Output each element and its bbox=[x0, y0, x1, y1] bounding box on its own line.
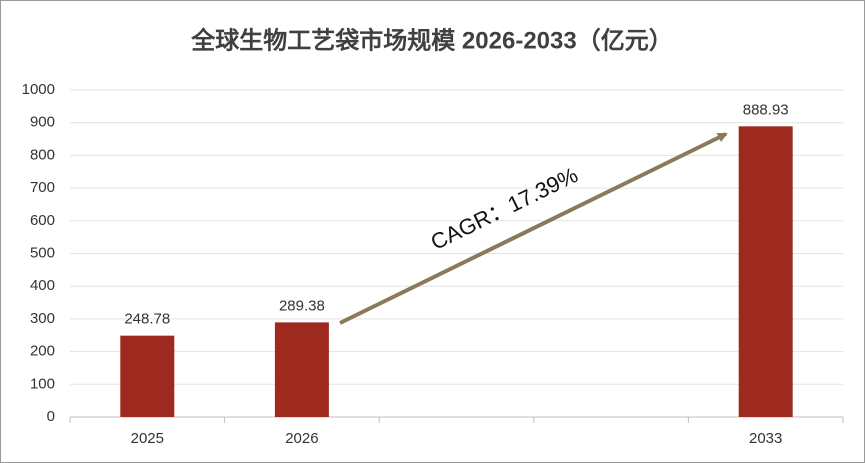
bar bbox=[274, 322, 329, 417]
y-tick-label: 300 bbox=[30, 310, 55, 327]
chart-title: 全球生物工艺袋市场规模 2026-2033（亿元） bbox=[190, 26, 672, 54]
data-label: 289.38 bbox=[279, 297, 325, 314]
x-tick-label: 2026 bbox=[285, 430, 318, 447]
y-tick-label: 700 bbox=[30, 179, 55, 196]
bar bbox=[120, 335, 175, 417]
y-tick-label: 400 bbox=[30, 277, 55, 294]
x-tick-label: 2025 bbox=[131, 430, 164, 447]
bar bbox=[738, 126, 793, 418]
data-label: 248.78 bbox=[124, 311, 170, 328]
y-tick-label: 900 bbox=[30, 114, 55, 131]
y-tick-label: 1000 bbox=[22, 81, 55, 98]
cagr-arrow bbox=[339, 132, 728, 325]
y-tick-label: 100 bbox=[30, 375, 55, 392]
y-tick-label: 200 bbox=[30, 343, 55, 360]
y-tick-label: 500 bbox=[30, 244, 55, 261]
data-label: 888.93 bbox=[743, 101, 789, 118]
x-tick-label: 2033 bbox=[749, 430, 782, 447]
y-tick-label: 800 bbox=[30, 146, 55, 163]
y-tick-label: 600 bbox=[30, 212, 55, 229]
y-tick-label: 0 bbox=[47, 408, 55, 425]
